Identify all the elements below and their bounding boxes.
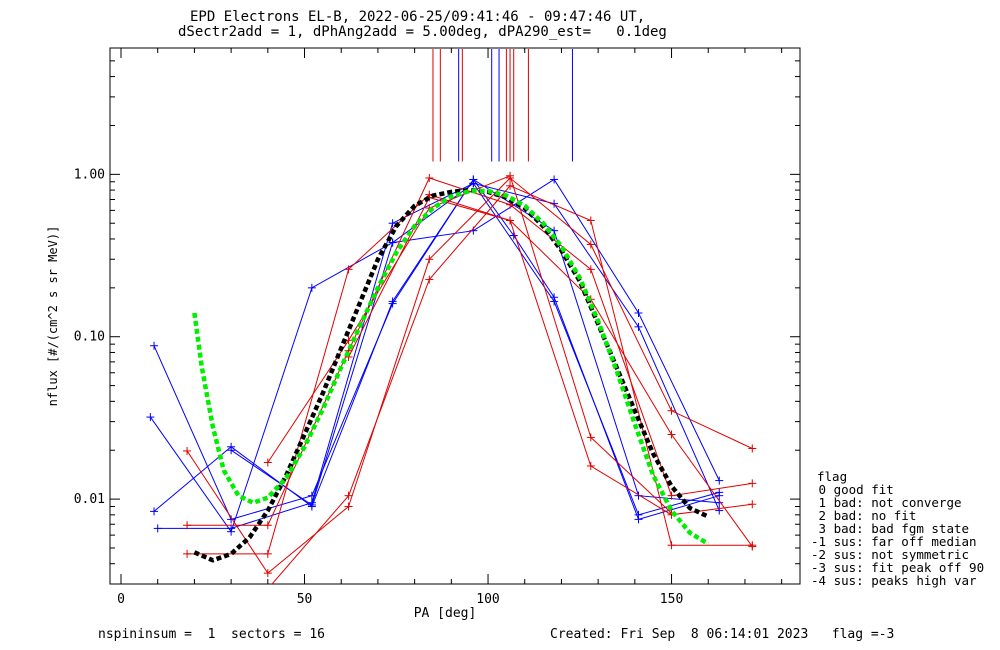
data-point bbox=[344, 265, 353, 274]
footer-sector-info: nspininsum = 1 sectors = 16 bbox=[98, 627, 325, 642]
data-point bbox=[634, 322, 643, 331]
data-point bbox=[550, 175, 559, 184]
data-point bbox=[150, 341, 159, 350]
data-point bbox=[264, 585, 272, 593]
footer-created-info: Created: Fri Sep 8 06:14:01 2023 flag =-… bbox=[550, 627, 895, 642]
legend-item: -3 sus: fit peak off 90 bbox=[811, 560, 985, 575]
data-point bbox=[263, 458, 272, 467]
data-point bbox=[150, 507, 159, 516]
data-point bbox=[634, 510, 643, 519]
x-tick-label: 0 bbox=[117, 592, 125, 607]
y-tick-label: 0.01 bbox=[74, 492, 105, 507]
red-series-line bbox=[348, 196, 753, 547]
blue-series-line bbox=[157, 182, 720, 529]
data-series bbox=[146, 171, 757, 593]
blue-series-line bbox=[230, 182, 720, 511]
data-point bbox=[586, 265, 595, 274]
data-point bbox=[634, 491, 643, 500]
red-series-line bbox=[267, 175, 672, 514]
data-point bbox=[667, 430, 676, 439]
data-point bbox=[388, 219, 397, 228]
y-axis-label: nflux [#/(cm^2 s sr MeV)] bbox=[46, 226, 60, 407]
data-point bbox=[667, 406, 676, 415]
red-series-line bbox=[186, 177, 753, 574]
data-point bbox=[586, 240, 595, 249]
legend-item: 3 bad: bad fgm state bbox=[811, 521, 970, 536]
data-point bbox=[715, 506, 724, 515]
data-point bbox=[146, 413, 155, 422]
data-point bbox=[506, 216, 515, 225]
data-point bbox=[183, 549, 192, 558]
data-point bbox=[153, 524, 162, 533]
data-point bbox=[263, 521, 272, 530]
data-point bbox=[748, 444, 757, 453]
blue-series-line bbox=[153, 178, 720, 512]
data-point bbox=[748, 479, 757, 488]
data-point bbox=[263, 569, 272, 578]
red-series-line bbox=[271, 185, 753, 584]
legend-item: 1 bad: not converge bbox=[811, 495, 962, 510]
data-point bbox=[586, 433, 595, 442]
data-point bbox=[715, 476, 724, 485]
data-point bbox=[263, 549, 272, 558]
data-point bbox=[748, 500, 757, 509]
blue-series-line bbox=[153, 178, 720, 521]
fit-curves bbox=[192, 187, 710, 563]
data-point bbox=[506, 171, 515, 180]
legend-item: -1 sus: far off median bbox=[811, 534, 977, 549]
red-series-line bbox=[187, 177, 753, 526]
flag-legend: flag 0 good fit 1 bad: not converge 2 ba… bbox=[811, 470, 984, 587]
data-point bbox=[425, 275, 434, 284]
y-tick-label: 0.10 bbox=[74, 330, 105, 345]
black-fit-curve bbox=[193, 187, 710, 563]
data-point bbox=[388, 297, 397, 306]
data-point bbox=[183, 521, 192, 530]
legend-title: flag bbox=[817, 469, 848, 484]
legend-item: 0 good fit bbox=[811, 482, 894, 497]
data-point bbox=[715, 488, 724, 497]
data-point bbox=[667, 491, 676, 500]
data-point bbox=[307, 500, 316, 509]
chart-title-line-2: dSectr2add = 1, dPhAng2add = 5.00deg, dP… bbox=[178, 24, 667, 40]
data-point bbox=[748, 542, 757, 551]
data-point bbox=[425, 255, 434, 264]
data-point bbox=[388, 238, 397, 247]
chart-title-line-1: EPD Electrons EL-B, 2022-06-25/09:41:46 … bbox=[190, 9, 646, 25]
data-point bbox=[307, 283, 316, 292]
data-point bbox=[634, 308, 643, 317]
data-point bbox=[586, 461, 595, 470]
data-point bbox=[550, 297, 559, 306]
red-series-line bbox=[187, 194, 753, 555]
data-point bbox=[344, 491, 353, 500]
peak-markers bbox=[432, 49, 573, 162]
data-point bbox=[469, 179, 478, 188]
x-axis-label: PA [deg] bbox=[414, 606, 477, 621]
legend-item: 2 bad: no fit bbox=[811, 508, 917, 523]
data-point bbox=[667, 541, 676, 550]
tick-labels: 0 50 100 150 0.01 0.10 1.00 bbox=[74, 167, 684, 607]
plot-frame bbox=[109, 47, 801, 585]
data-point bbox=[425, 173, 434, 182]
legend-item: -2 sus: not symmetric bbox=[811, 547, 970, 562]
blue-series-line bbox=[149, 178, 720, 533]
axis-ticks bbox=[110, 47, 800, 585]
y-tick-label: 1.00 bbox=[74, 167, 105, 182]
x-tick-label: 150 bbox=[660, 592, 683, 607]
x-tick-label: 50 bbox=[297, 592, 313, 607]
x-tick-label: 100 bbox=[476, 592, 499, 607]
data-point bbox=[183, 446, 192, 455]
legend-item: -4 sus: peaks high var bbox=[811, 573, 977, 588]
data-point bbox=[227, 446, 236, 455]
data-point bbox=[586, 216, 595, 225]
data-point bbox=[344, 502, 353, 511]
